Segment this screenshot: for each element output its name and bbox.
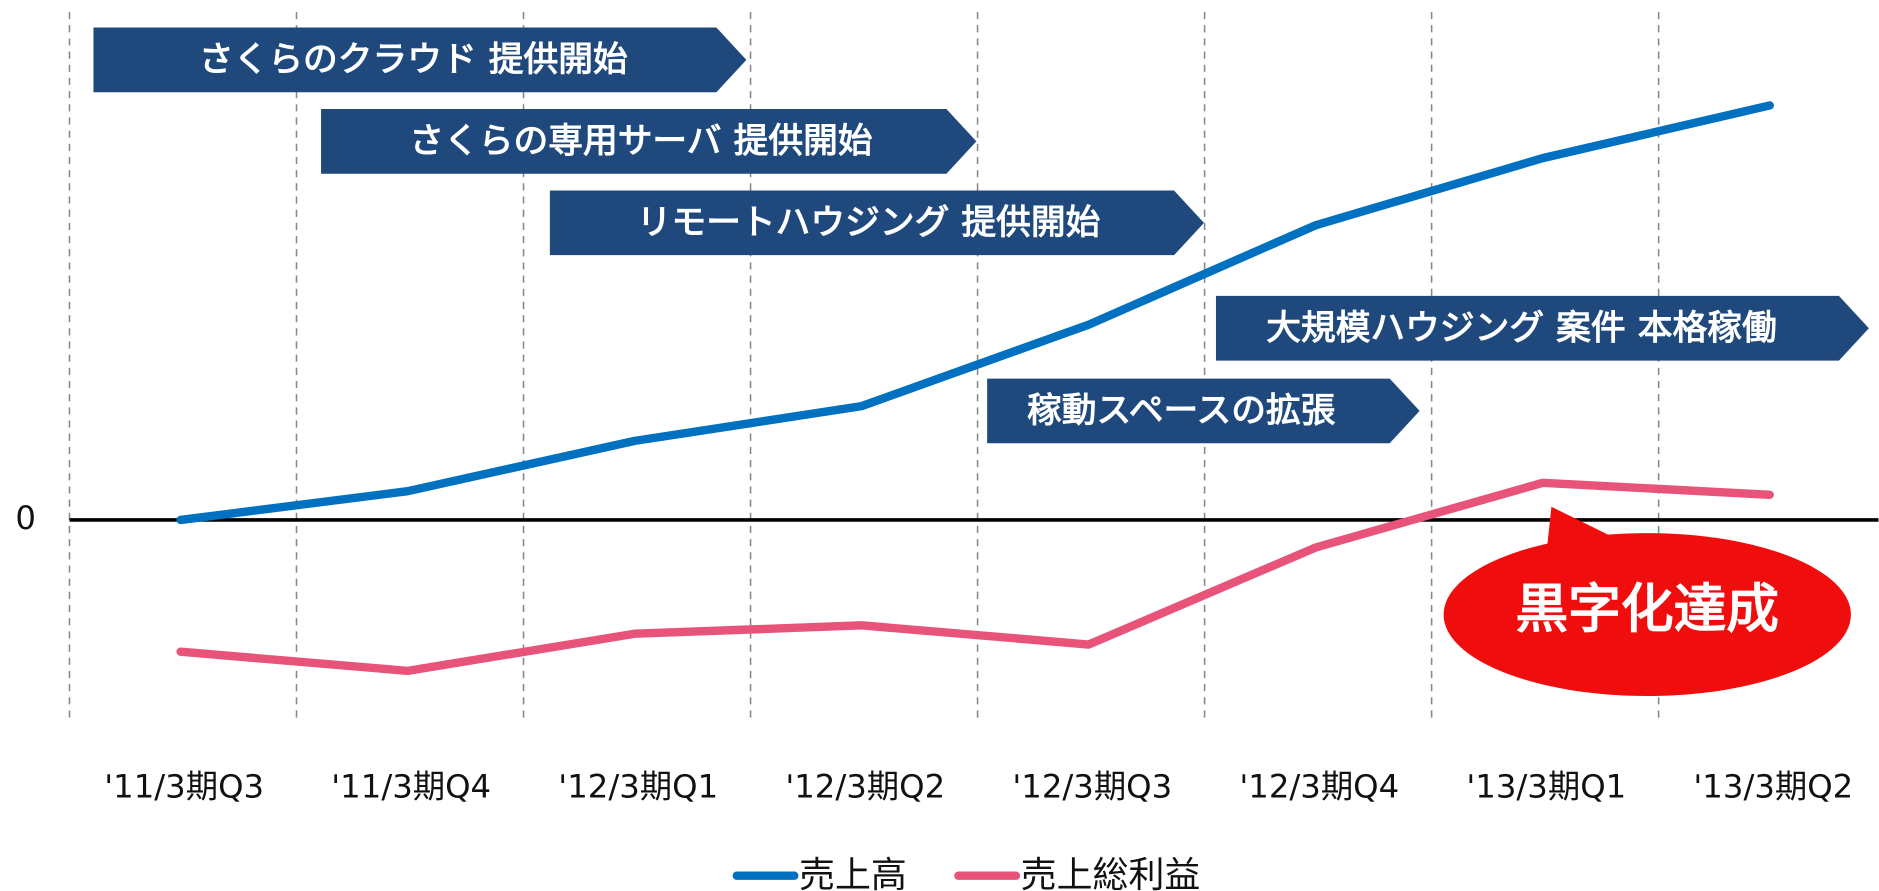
series-line xyxy=(176,478,1774,676)
series-line xyxy=(176,101,1774,525)
banner-text: 大規模ハウジング 案件 本格稼働 xyxy=(1266,308,1776,348)
callout xyxy=(1443,533,1851,697)
callout-text: 黒字化達成 xyxy=(1515,579,1779,640)
x-tick-label: '13/3期Q2 xyxy=(1693,767,1853,805)
banner-text: さくらの専用サーバ 提供開始 xyxy=(409,122,873,162)
x-tick-label: '12/3期Q4 xyxy=(1239,767,1399,805)
x-tick-label: '11/3期Q4 xyxy=(331,767,491,805)
banner xyxy=(987,378,1420,444)
legend-label: 売上高 xyxy=(799,855,907,891)
x-tick-label: '11/3期Q3 xyxy=(104,767,264,805)
x-tick-label: '12/3期Q1 xyxy=(558,767,718,805)
plot: 0 '11/3期Q3 '11/3期Q4 '12/3期Q1 '12/3期Q2 '12/3期Q… xyxy=(15,11,1879,891)
banner xyxy=(321,109,977,174)
legend-label: 売上総利益 xyxy=(1021,855,1201,891)
x-tick-label: '12/3期Q3 xyxy=(1012,767,1172,805)
banner-text: さくらのクラウド 提供開始 xyxy=(199,40,628,80)
banner xyxy=(1215,295,1869,361)
banner-text: リモートハウジング 提供開始 xyxy=(637,203,1101,243)
banner xyxy=(549,190,1204,256)
y-tick-label: 0 xyxy=(15,499,36,537)
banner xyxy=(93,27,747,93)
x-tick-label: '13/3期Q1 xyxy=(1466,767,1626,805)
x-tick-label: '12/3期Q2 xyxy=(785,767,945,805)
banner-text: 稼動スペースの拡張 xyxy=(1027,391,1336,431)
